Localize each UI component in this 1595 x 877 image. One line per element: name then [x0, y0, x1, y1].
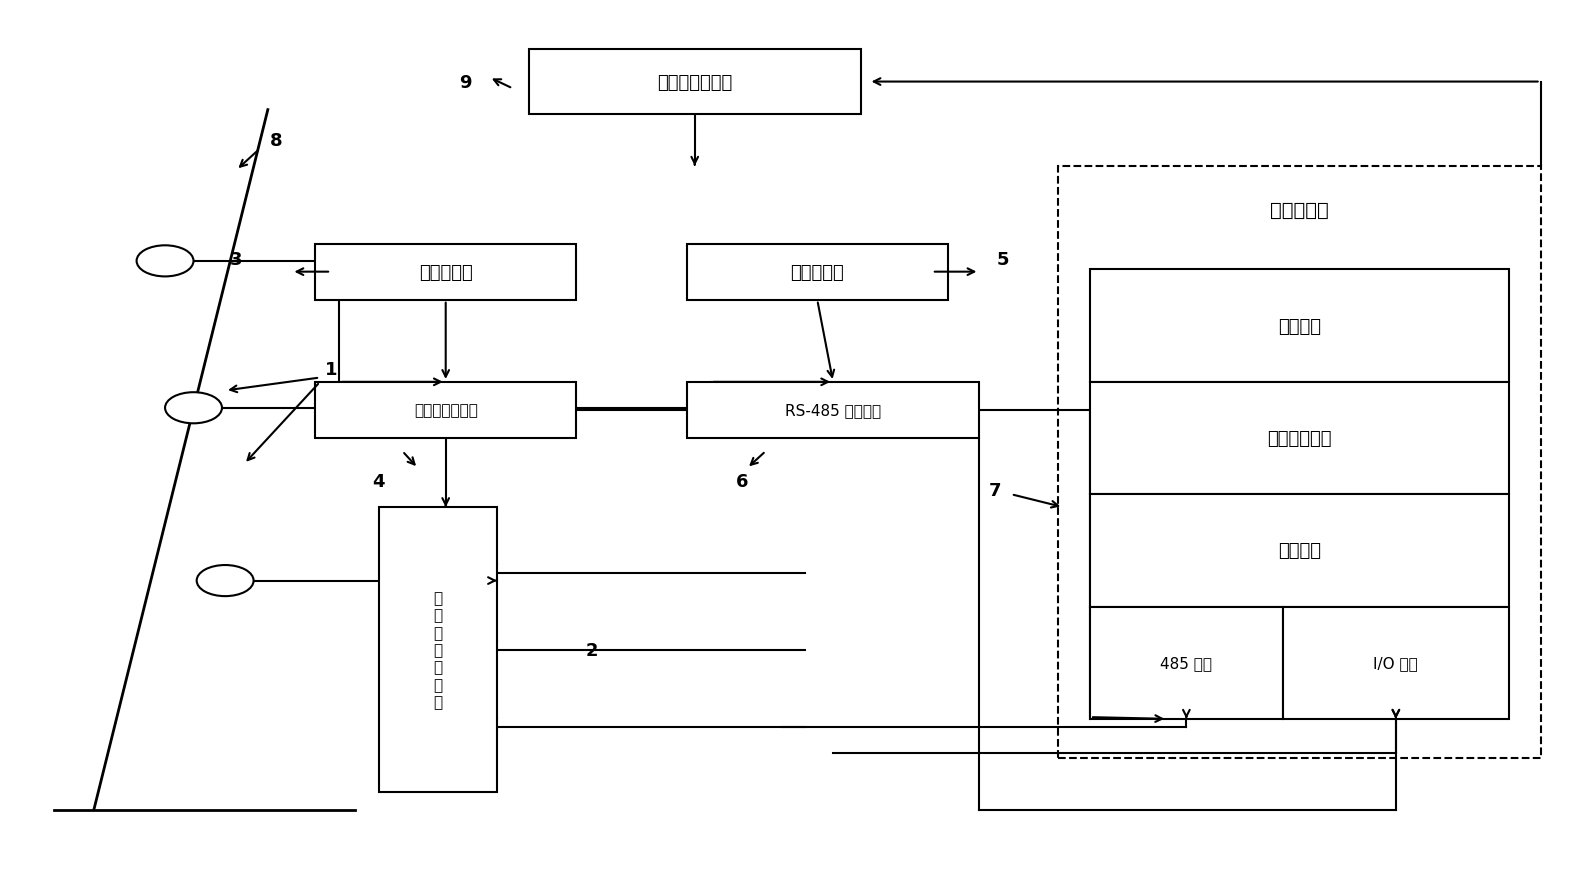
Circle shape [137, 246, 193, 277]
Bar [1059, 167, 1541, 758]
Bar [378, 508, 498, 793]
Bar [316, 245, 576, 301]
Bar [528, 50, 861, 115]
Text: 9: 9 [459, 74, 472, 91]
Text: 风速传感器: 风速传感器 [791, 263, 844, 282]
Bar [1089, 270, 1509, 382]
Text: 8: 8 [270, 132, 282, 150]
Text: 结冰预报模型: 结冰预报模型 [1268, 430, 1332, 447]
Text: 人机界面: 人机界面 [1278, 317, 1321, 335]
Text: 计算机系统: 计算机系统 [1270, 200, 1329, 219]
Text: 2: 2 [585, 641, 598, 659]
Text: 湿度传感器: 湿度传感器 [419, 263, 472, 282]
Text: RS-485 通信接口: RS-485 通信接口 [785, 403, 880, 418]
Bar [687, 245, 947, 301]
Text: 485 接口: 485 接口 [1161, 655, 1212, 670]
Text: 5: 5 [997, 251, 1010, 268]
Bar [687, 382, 979, 438]
Text: 湿度信号调理板: 湿度信号调理板 [413, 403, 477, 418]
Bar [1282, 607, 1509, 719]
Text: 7: 7 [989, 481, 1002, 499]
Bar [1089, 607, 1282, 719]
Circle shape [164, 393, 222, 424]
Bar [316, 382, 576, 438]
Text: 1: 1 [325, 360, 337, 379]
Text: I/O 板卡: I/O 板卡 [1373, 655, 1418, 670]
Text: 4: 4 [372, 473, 384, 490]
Circle shape [196, 566, 254, 596]
Text: 远程网络服务器: 远程网络服务器 [657, 74, 732, 91]
Bar [1089, 382, 1509, 495]
Text: 温
度
信
号
调
理
板: 温 度 信 号 调 理 板 [434, 590, 442, 709]
Bar [1089, 495, 1509, 607]
Text: 6: 6 [735, 473, 748, 490]
Text: 3: 3 [230, 251, 242, 268]
Text: 数据融合: 数据融合 [1278, 542, 1321, 560]
